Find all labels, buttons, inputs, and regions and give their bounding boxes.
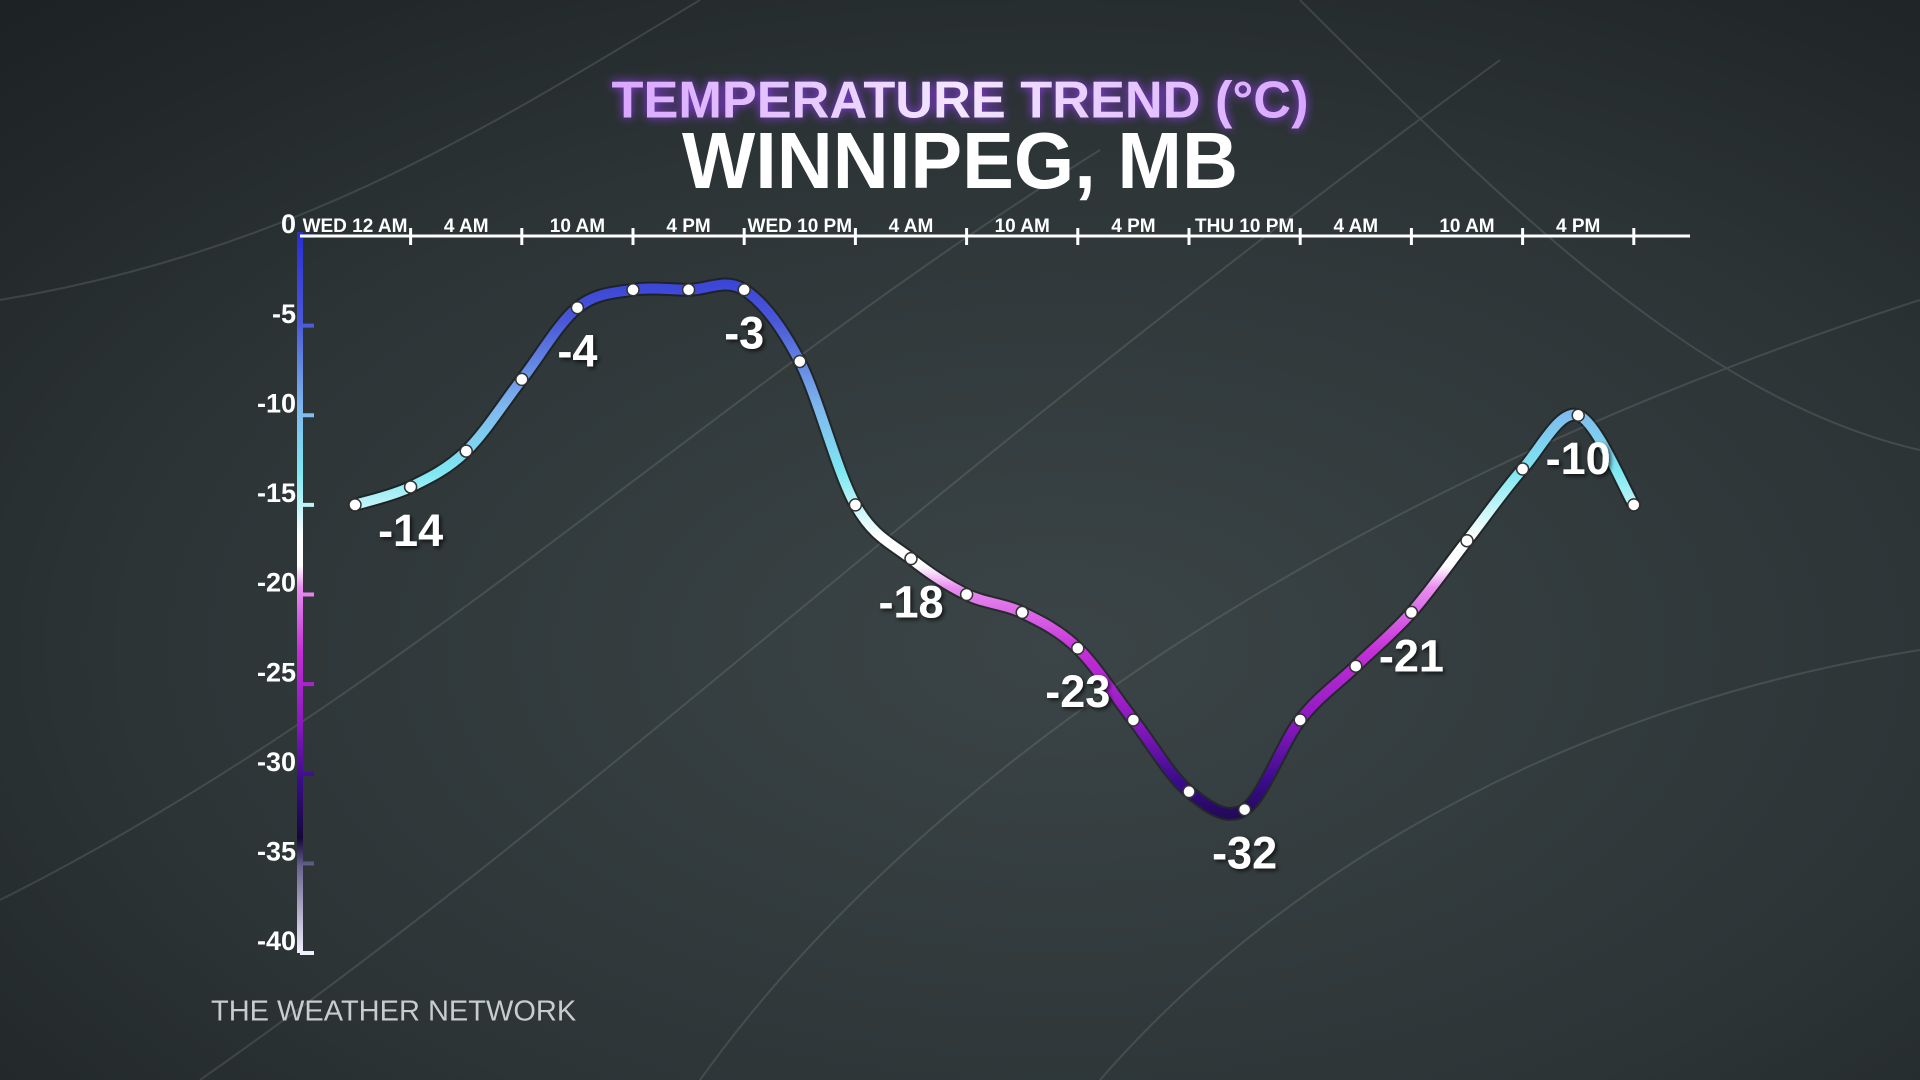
x-tick-label: 4 PM (666, 216, 710, 237)
data-point (959, 587, 974, 602)
data-point (1627, 498, 1641, 512)
data-point (1182, 784, 1196, 799)
value-label: -32 (1212, 827, 1277, 878)
x-tick-label: 10 AM (1439, 216, 1494, 237)
chart-subtitle: WINNIPEG, MB (682, 116, 1238, 205)
source-label: THE WEATHER NETWORK (211, 996, 577, 1028)
data-point (348, 498, 362, 512)
x-tick-label: 4 AM (1333, 216, 1378, 237)
value-label: -18 (878, 577, 943, 628)
data-point (626, 283, 640, 297)
data-point (1237, 802, 1252, 817)
data-point (515, 372, 529, 387)
x-tick-label: 4 AM (444, 216, 489, 237)
data-point (1015, 605, 1029, 620)
data-point (1293, 713, 1307, 727)
y-tick-label: -30 (257, 747, 296, 777)
value-label: -4 (557, 326, 597, 377)
x-tick-label: 4 AM (889, 216, 934, 237)
plot-area: 0 -5 -10 -15 -20 -25 -30 -35 -40 WED 12 AM 4 AM 10 … (257, 209, 1690, 956)
x-tick-label: WED 10 PM (748, 216, 853, 237)
data-point (570, 300, 585, 315)
chart-title: TEMPERATURE TREND (°C) (612, 72, 1309, 130)
y-tick-label: -25 (257, 657, 296, 687)
data-point (403, 480, 418, 494)
data-point (904, 551, 918, 566)
data-point (1404, 605, 1419, 620)
x-tick-label: WED 12 AM (303, 216, 408, 237)
y-tick-label: 0 (281, 209, 296, 239)
x-tick-label: 10 AM (550, 216, 605, 237)
data-point (1071, 641, 1085, 656)
value-label: -23 (1045, 666, 1110, 717)
value-label: -21 (1379, 630, 1444, 681)
y-tick-label: -40 (257, 926, 296, 956)
value-label: -3 (724, 308, 764, 359)
data-point (459, 444, 473, 458)
y-tick-label: -10 (257, 388, 296, 418)
y-tick-label: -20 (257, 568, 296, 598)
y-tick-label: -15 (257, 478, 296, 508)
data-point (1515, 462, 1530, 476)
data-point (848, 498, 863, 512)
y-tick-label: -35 (257, 837, 296, 867)
data-point (681, 283, 696, 297)
x-tick-label: 4 PM (1556, 216, 1600, 237)
x-tick-label: THU 10 PM (1195, 216, 1294, 237)
value-label: -10 (1546, 433, 1611, 484)
data-point (1126, 713, 1141, 727)
data-point (1460, 533, 1474, 548)
y-tick-label: -5 (272, 299, 296, 329)
data-point (1571, 408, 1585, 422)
x-tick-label: 10 AM (995, 216, 1050, 237)
value-label: -14 (378, 505, 443, 556)
data-point (1349, 659, 1363, 673)
data-point (737, 283, 751, 297)
data-point (793, 354, 807, 369)
x-tick-label: 4 PM (1111, 216, 1155, 237)
